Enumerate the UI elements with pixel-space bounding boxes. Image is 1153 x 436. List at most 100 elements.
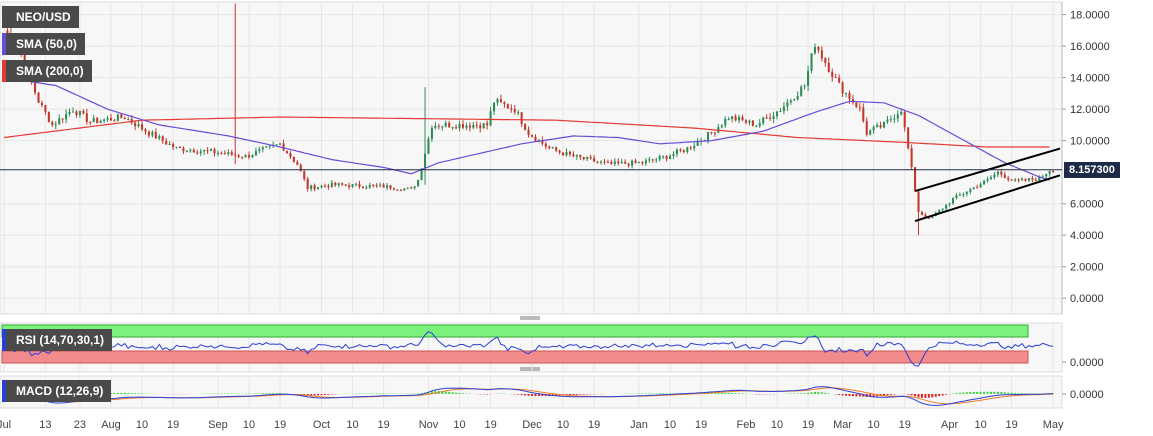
macd-histogram-bar [800,393,803,394]
candle-body [382,184,385,188]
macd-histogram-bar [113,393,116,394]
candle-body [489,111,492,126]
y-tick-label: 10.0000 [1070,136,1110,148]
x-tick-label: Sep [208,419,228,431]
macd-histogram-bar [920,394,923,398]
macd-histogram-bar [123,392,126,394]
candle-body [99,120,102,124]
candle-body [558,150,561,153]
macd-histogram-bar [275,393,278,394]
macd-histogram-bar [448,391,451,394]
macd-histogram-bar [551,394,554,396]
macd-histogram-bar [420,393,423,394]
candle-body [344,184,347,186]
macd-histogram-bar [858,394,861,397]
legend-sma50[interactable]: SMA (50,0) [2,33,85,55]
macd-histogram-bar [886,394,889,396]
macd-histogram-bar [803,393,806,394]
x-tick-label: 19 [1006,419,1018,431]
macd-histogram-bar [845,394,848,396]
candle-body [482,123,485,129]
candle-body [820,50,823,59]
macd-histogram-bar [817,391,820,394]
candle-body [517,112,520,114]
candle-body [247,155,251,158]
candle-body [1017,179,1020,181]
x-tick-label: 23 [74,419,86,431]
candle-body [406,187,409,189]
candle-body [475,125,478,127]
candle-body [582,157,585,160]
macd-histogram-bar [655,393,658,394]
y-tick-label: 6.0000 [1070,199,1104,211]
macd-histogram-bar [979,391,982,394]
candle-body [551,147,554,149]
macd-histogram-bar [907,394,910,395]
candle-body [882,121,886,128]
candle-body [227,152,230,154]
candle-body [392,188,395,190]
macd-histogram-bar [731,393,734,394]
candle-body [151,131,154,136]
legend-pair[interactable]: NEO/USD [2,6,79,28]
candle-body [1041,176,1044,178]
x-tick-label: Dec [522,419,542,431]
candle-body [651,159,654,161]
candle-body [855,102,858,108]
candle-body [803,85,806,87]
candle-body [289,153,292,157]
candle-body [993,174,996,178]
candle-body [513,108,516,113]
legend-rsi[interactable]: RSI (14,70,30,1) [2,329,113,351]
candle-body [817,47,820,51]
x-tick-label: 19 [484,419,496,431]
candle-body [948,203,951,205]
candle-body [71,111,75,113]
candle-body [834,77,837,79]
candle-body [889,119,892,121]
macd-histogram-bar [820,392,823,394]
macd-histogram-bar [299,394,302,395]
macd-histogram-bar [893,394,896,395]
x-tick-label: 10 [975,419,987,431]
candle-body [486,123,489,126]
candle-body [572,154,575,157]
candle-body [451,127,454,129]
candle-body [731,116,734,119]
macd-histogram-bar [134,393,137,394]
macd-histogram-bar [141,393,144,394]
candle-body [831,72,834,78]
candle-body [141,124,144,130]
macd-histogram-bar [555,394,558,396]
macd-histogram-bar [1017,393,1020,394]
macd-histogram-bar [323,394,326,395]
candle-body [520,112,523,124]
macd-histogram-bar [524,394,527,396]
macd-histogram-bar [955,393,958,394]
macd-histogram-bar [862,394,865,397]
macd-histogram-bar [527,394,530,396]
candle-body [775,111,779,117]
candle-body [265,146,268,148]
candle-body [61,118,64,120]
legend-sma200[interactable]: SMA (200,0) [2,60,92,82]
macd-histogram-bar [669,393,672,394]
macd-histogram-bar [116,392,119,394]
macd-histogram-bar [541,394,544,397]
candle-body [399,189,402,191]
legend-macd[interactable]: MACD (12,26,9) [2,380,112,402]
candle-body [641,162,644,164]
candle-body [669,155,672,159]
x-tick-label: 19 [802,419,814,431]
candle-body [758,123,761,126]
candle-body [85,113,88,122]
candle-body [620,161,623,164]
x-tick-label: 10 [771,419,783,431]
candle-body [396,189,399,191]
candle-body [613,161,616,164]
y-tick-label: 0.0000 [1070,293,1104,305]
candle-body [796,95,799,100]
candle-body [696,141,699,146]
candle-body [182,147,185,152]
